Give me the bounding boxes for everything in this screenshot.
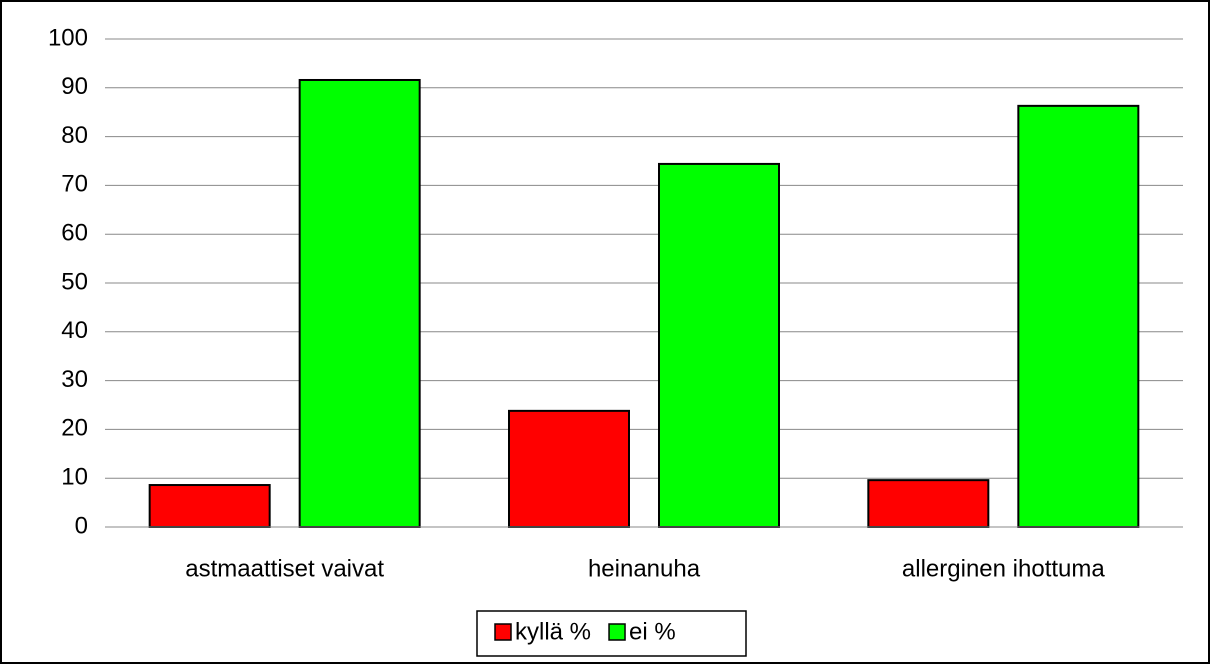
y-tick-label: 70 [61,171,88,198]
y-tick-label: 30 [61,366,88,393]
y-tick-label: 0 [75,512,88,539]
bar [867,479,990,529]
legend-label: kyllä % [515,618,591,645]
x-tick-label: allerginen ihottuma [902,555,1105,582]
y-tick-label: 50 [61,268,88,295]
legend-swatch [494,623,512,641]
y-tick-label: 60 [61,220,88,247]
bar [658,162,780,528]
y-tick-label: 10 [61,464,88,491]
x-tick-label: astmaattiset vaivat [185,555,384,582]
bar [298,78,421,528]
y-tick-label: 100 [48,24,88,51]
legend-swatch [608,623,626,641]
y-tick-label: 90 [61,73,88,100]
y-tick-label: 80 [61,122,88,149]
bar [508,409,630,528]
x-tick-label: heinanuha [588,555,701,582]
y-tick-label: 40 [61,317,88,344]
bar [1017,104,1140,529]
legend-label: ei % [629,618,676,645]
bar [148,484,271,529]
y-tick-label: 20 [61,415,88,442]
